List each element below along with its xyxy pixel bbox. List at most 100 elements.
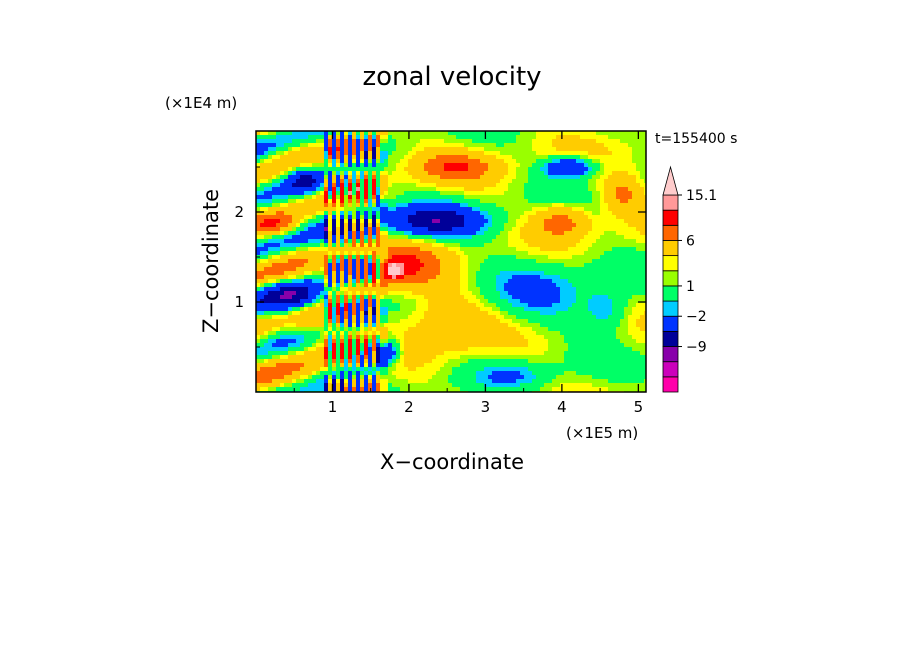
heatmap-cell (632, 259, 637, 264)
heatmap-cell (268, 171, 273, 176)
heatmap-cell (468, 131, 473, 136)
heatmap-cell (576, 259, 581, 264)
heatmap-cell (428, 247, 433, 252)
heatmap-cell (464, 271, 469, 276)
heatmap-cell (552, 331, 557, 336)
heatmap-cell (532, 143, 537, 148)
heatmap-cell (264, 307, 269, 312)
heatmap-cell (472, 211, 477, 216)
heatmap-cell (636, 207, 641, 212)
heatmap-cell (636, 235, 641, 240)
heatmap-cell (540, 143, 545, 148)
heatmap-cell (336, 195, 341, 200)
heatmap-cell (488, 267, 493, 272)
heatmap-cell (332, 231, 337, 236)
heatmap-cell (456, 255, 461, 260)
heatmap-cell (564, 187, 569, 192)
heatmap-cell (540, 139, 545, 144)
heatmap-cell (560, 219, 565, 224)
heatmap-cell (528, 263, 533, 268)
heatmap-cell (384, 215, 389, 220)
heatmap-cell (292, 227, 297, 232)
heatmap-cell (404, 155, 409, 160)
heatmap-cell (568, 283, 573, 288)
heatmap-cell (396, 243, 401, 248)
heatmap-cell (584, 247, 589, 252)
heatmap-cell (624, 231, 629, 236)
heatmap-cell (312, 239, 317, 244)
heatmap-cell (436, 259, 441, 264)
heatmap-cell (564, 135, 569, 140)
heatmap-cell (508, 287, 513, 292)
heatmap-cell (276, 143, 281, 148)
heatmap-cell (472, 299, 477, 304)
heatmap-cell (552, 327, 557, 332)
heatmap-cell (588, 311, 593, 316)
heatmap-cell (284, 311, 289, 316)
heatmap-cell (464, 175, 469, 180)
heatmap-cell (432, 283, 437, 288)
heatmap-cell (336, 243, 341, 248)
heatmap-cell (440, 315, 445, 320)
heatmap-cell (300, 295, 305, 300)
heatmap-cell (312, 207, 317, 212)
heatmap-cell (436, 215, 441, 220)
heatmap-cell (404, 215, 409, 220)
heatmap-cell (552, 227, 557, 232)
heatmap-cell (632, 167, 637, 172)
heatmap-cell (268, 319, 273, 324)
heatmap-cell (316, 315, 321, 320)
heatmap-cell (396, 299, 401, 304)
heatmap-cell (380, 303, 385, 308)
heatmap-cell (304, 255, 309, 260)
heatmap-cell (620, 227, 625, 232)
heatmap-cell (612, 183, 617, 188)
heatmap-cell (292, 131, 297, 136)
heatmap-cell (608, 283, 613, 288)
heatmap-cell (612, 243, 617, 248)
heatmap-cell (336, 271, 341, 276)
heatmap-cell (572, 243, 577, 248)
heatmap-cell (640, 255, 645, 260)
heatmap-cell (500, 167, 505, 172)
heatmap-cell (440, 163, 445, 168)
heatmap-cell (488, 167, 493, 172)
heatmap-cell (276, 303, 281, 308)
heatmap-cell (312, 243, 317, 248)
heatmap-cell (548, 299, 553, 304)
heatmap-cell (400, 311, 405, 316)
heatmap-cell (548, 163, 553, 168)
heatmap-cell (260, 219, 265, 224)
heatmap-cell (524, 207, 529, 212)
heatmap-cell (388, 195, 393, 200)
heatmap-cell (520, 195, 525, 200)
heatmap-cell (528, 159, 533, 164)
heatmap-cell (384, 239, 389, 244)
heatmap-cell (456, 135, 461, 140)
heatmap-cell (600, 219, 605, 224)
heatmap-cell (276, 275, 281, 280)
heatmap-cell (376, 143, 381, 148)
heatmap-cell (408, 267, 413, 272)
heatmap-cell (312, 315, 317, 320)
heatmap-cell (304, 303, 309, 308)
heatmap-cell (288, 259, 293, 264)
heatmap-cell (464, 179, 469, 184)
heatmap-cell (476, 323, 481, 328)
heatmap-cell (412, 195, 417, 200)
heatmap-cell (504, 187, 509, 192)
heatmap-cell (368, 147, 373, 152)
heatmap-cell (312, 231, 317, 236)
heatmap-cell (448, 275, 453, 280)
heatmap-cell (396, 235, 401, 240)
heatmap-cell (320, 315, 325, 320)
heatmap-cell (452, 243, 457, 248)
heatmap-cell (336, 191, 341, 196)
heatmap-cell (532, 191, 537, 196)
heatmap-cell (616, 267, 621, 272)
heatmap-cell (256, 195, 261, 200)
heatmap-cell (580, 295, 585, 300)
heatmap-cell (444, 207, 449, 212)
heatmap-cell (596, 187, 601, 192)
heatmap-cell (440, 239, 445, 244)
